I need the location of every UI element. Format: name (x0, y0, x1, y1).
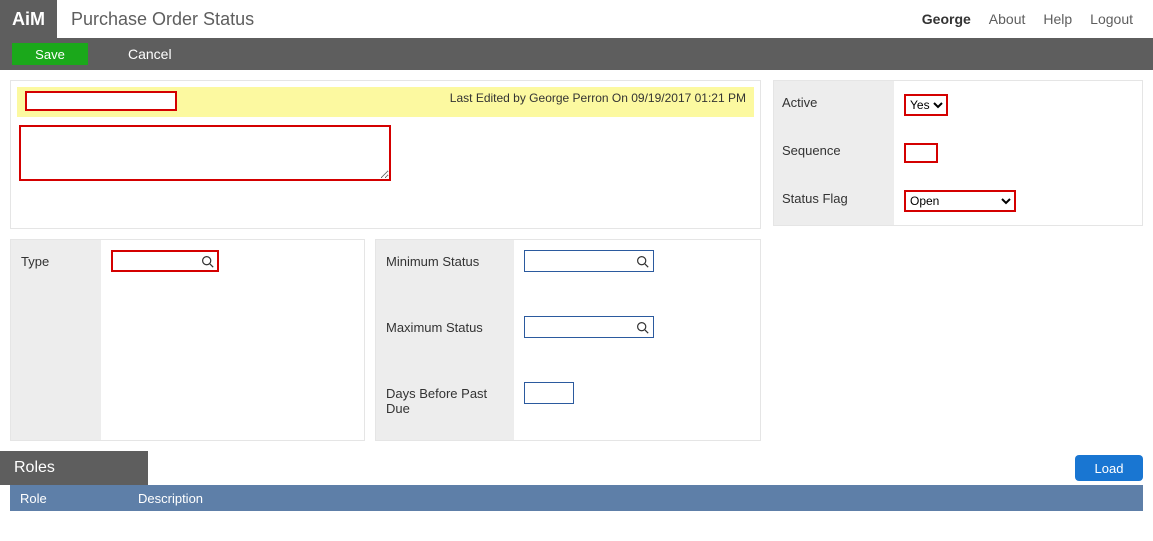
last-edited-text: Last Edited by George Perron On 09/19/20… (450, 91, 746, 105)
save-button[interactable]: Save (12, 43, 88, 65)
minimum-status-input[interactable] (524, 250, 654, 272)
active-label: Active (774, 81, 894, 129)
page-title: Purchase Order Status (57, 9, 254, 30)
action-bar: Save Cancel (0, 38, 1153, 70)
cancel-button[interactable]: Cancel (128, 46, 172, 62)
sequence-label: Sequence (774, 129, 894, 177)
days-before-label: Days Before Past Due (376, 372, 514, 438)
status-code-input[interactable] (25, 91, 177, 111)
type-input[interactable] (111, 250, 219, 272)
sequence-input[interactable] (904, 143, 938, 163)
maximum-status-input[interactable] (524, 316, 654, 338)
column-role: Role (20, 491, 138, 506)
main-card: Last Edited by George Perron On 09/19/20… (10, 80, 761, 229)
load-button[interactable]: Load (1075, 455, 1143, 481)
roles-tab: Roles (0, 451, 148, 485)
maximum-status-label: Maximum Status (376, 306, 514, 372)
attributes-card: Active Yes Sequence Status Flag Open (773, 80, 1143, 226)
active-select[interactable]: Yes (904, 94, 948, 116)
header-strip: Last Edited by George Perron On 09/19/20… (17, 87, 754, 117)
description-textarea[interactable] (19, 125, 391, 181)
roles-column-header: Role Description (10, 485, 1143, 511)
content-area: Last Edited by George Perron On 09/19/20… (0, 70, 1153, 451)
status-range-card: Minimum Status Maximum Status Days Befor… (375, 239, 761, 441)
type-card: Type (10, 239, 365, 441)
app-logo: AiM (0, 0, 57, 38)
help-link[interactable]: Help (1043, 11, 1072, 27)
app-header: AiM Purchase Order Status George About H… (0, 0, 1153, 38)
column-description: Description (138, 491, 203, 506)
logout-link[interactable]: Logout (1090, 11, 1133, 27)
header-links: George About Help Logout (922, 11, 1153, 27)
status-flag-label: Status Flag (774, 177, 894, 225)
user-name[interactable]: George (922, 11, 971, 27)
about-link[interactable]: About (989, 11, 1026, 27)
days-before-input[interactable] (524, 382, 574, 404)
status-flag-select[interactable]: Open (904, 190, 1016, 212)
roles-section: Roles Load Role Description (0, 451, 1153, 511)
type-label: Type (11, 240, 101, 440)
minimum-status-label: Minimum Status (376, 240, 514, 306)
